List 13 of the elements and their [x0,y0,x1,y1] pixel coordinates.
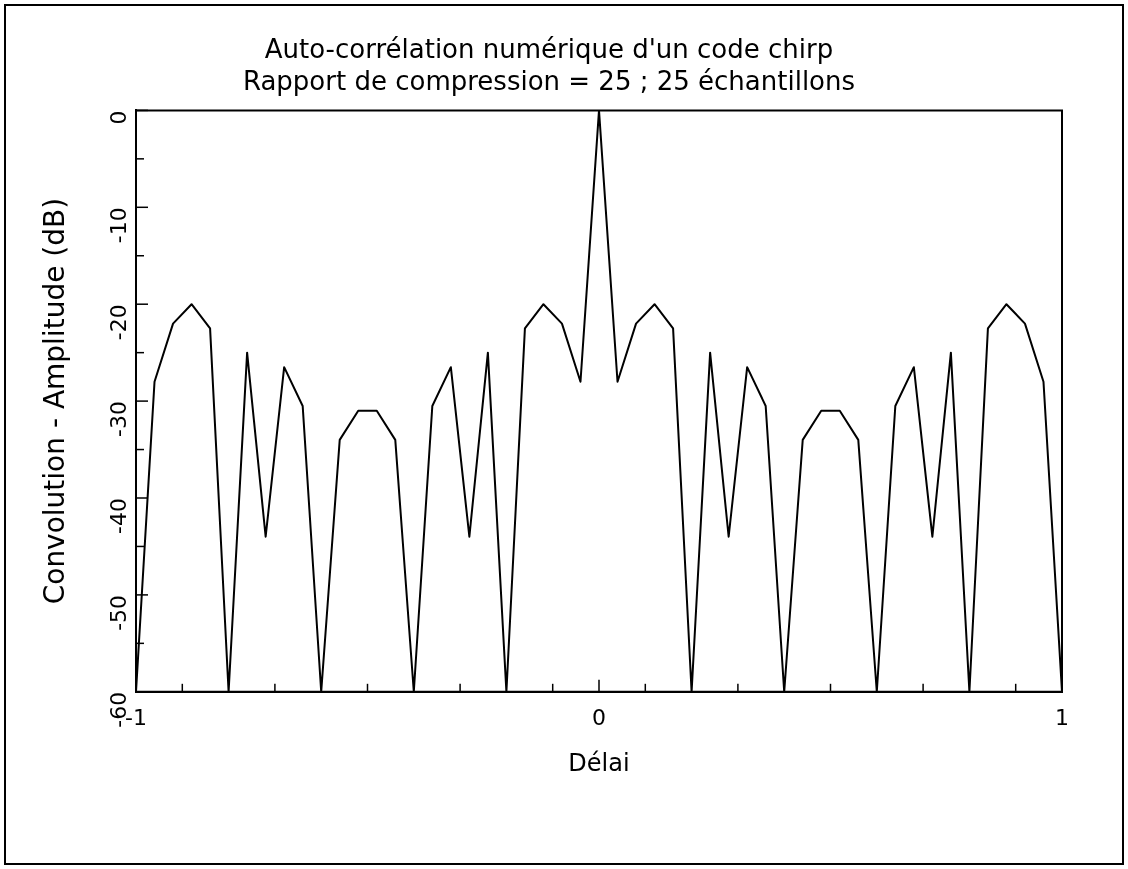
x-tick-label: 1 [1055,704,1069,730]
y-tick-label: -30 [105,401,131,438]
chart-subtitle: Rapport de compression = 25 ; 25 échantillons [242,65,856,96]
y-tick-label: 0 [105,110,131,125]
x-tick-label: 0 [592,704,606,730]
x-tick-label: -1 [125,704,147,730]
y-tick-label: -20 [105,304,131,341]
chart-title: Auto-corrélation numérique d'un code chirp [264,34,834,65]
y-axis-title: Convolution - Amplitude (dB) [38,197,72,605]
x-axis-title: Délai [568,748,630,777]
y-tick-label: -10 [105,207,131,244]
y-tick-label: -40 [105,498,131,534]
y-tick-label: -50 [105,594,131,631]
